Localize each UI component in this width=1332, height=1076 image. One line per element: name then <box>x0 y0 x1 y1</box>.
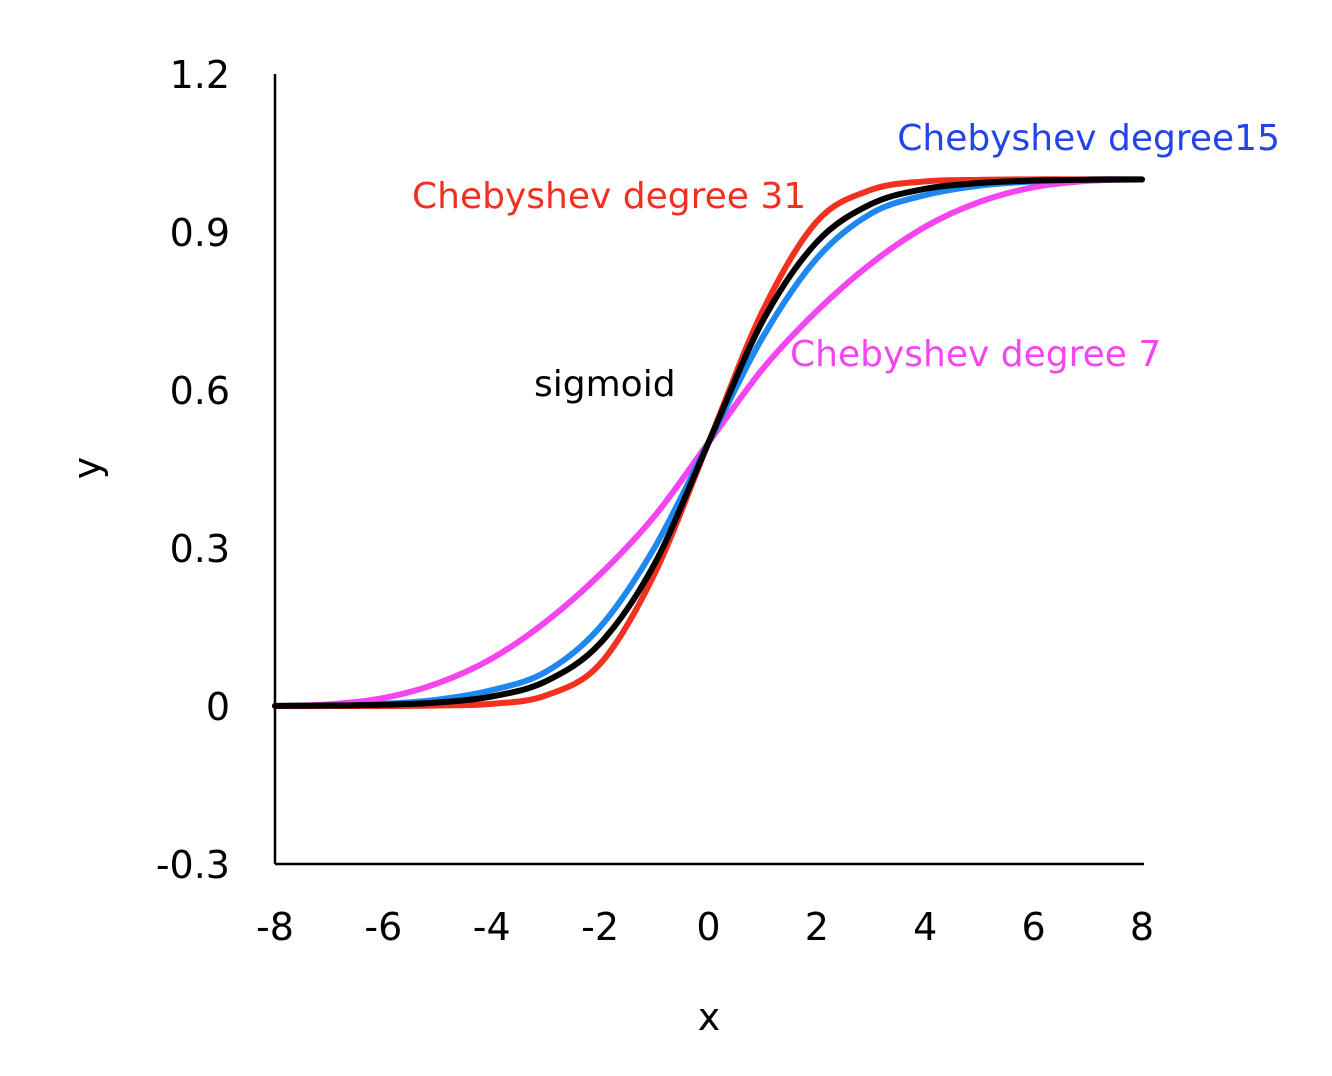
y-tick-label: -0.3 <box>156 843 230 887</box>
y-tick-labels: -0.3 0 0.3 0.6 0.9 1.2 <box>156 53 230 887</box>
y-tick-label: 0 <box>206 685 230 729</box>
series-curves <box>272 176 1145 710</box>
x-tick-label: 0 <box>696 905 720 949</box>
series-label-degree7: Chebyshev degree 7 <box>790 334 1161 375</box>
series-label-degree31: Chebyshev degree 31 <box>412 176 806 217</box>
y-axis-title: y <box>65 457 109 480</box>
series-label-degree15: Chebyshev degree15 <box>897 118 1280 159</box>
y-tick-label: 0.3 <box>170 527 230 571</box>
x-axis-title: x <box>698 995 721 1039</box>
x-tick-label: -2 <box>581 905 619 949</box>
y-tick-label: 0.9 <box>170 211 230 255</box>
x-tick-label: -4 <box>473 905 511 949</box>
x-tick-label: 4 <box>913 905 937 949</box>
y-tick-label: 0.6 <box>170 369 230 413</box>
x-tick-label: 8 <box>1130 905 1154 949</box>
x-tick-label: -8 <box>256 905 294 949</box>
x-tick-label: -6 <box>364 905 402 949</box>
x-tick-label: 2 <box>805 905 829 949</box>
series-label-sigmoid: sigmoid <box>534 364 676 405</box>
x-tick-label: 6 <box>1022 905 1046 949</box>
x-tick-labels: -8 -6 -4 -2 0 2 4 6 8 <box>256 905 1154 949</box>
y-tick-label: 1.2 <box>170 53 230 97</box>
series-line-sigmoid <box>272 176 1145 709</box>
